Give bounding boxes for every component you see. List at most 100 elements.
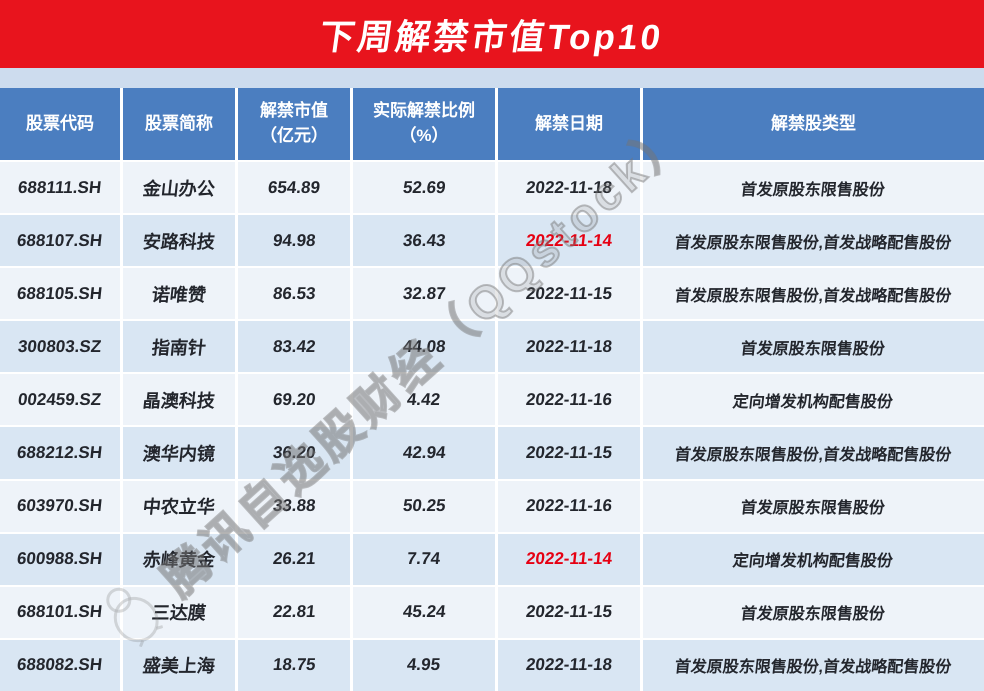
unlock-value-cell: 36.20 xyxy=(238,427,350,479)
unlock-value-cell-text: 69.20 xyxy=(271,389,317,409)
unlock-value-cell: 654.89 xyxy=(238,162,350,214)
table-row: 600988.SH 赤峰黄金 26.21 7.74 2022-11-14 定向增发机构配售… xyxy=(0,533,984,587)
unlock-date-cell: 2022-11-14 xyxy=(498,533,640,585)
header-unlock-value: 解禁市值 （亿元） xyxy=(238,88,350,160)
table-row: 300803.SZ 指南针 83.42 44.08 2022-11-18 首发原股东限售股… xyxy=(0,321,984,375)
unlock-value-cell: 86.53 xyxy=(238,268,350,320)
stock-name-cell: 赤峰黄金 xyxy=(123,533,235,585)
stock-code-cell-text: 688111.SH xyxy=(17,177,103,197)
unlock-date-cell: 2022-11-14 xyxy=(498,215,640,267)
unlock-value-cell: 18.75 xyxy=(238,639,350,691)
unlock-date-cell: 2022-11-15 xyxy=(498,427,640,479)
unlock-date-cell: 2022-11-16 xyxy=(498,374,640,426)
unlock-ratio-cell-text: 42.94 xyxy=(401,443,447,463)
unlock-value-cell: 83.42 xyxy=(238,321,350,373)
unlock-type-cell: 首发原股东限售股份 xyxy=(643,480,984,532)
stock-code-cell: 300803.SZ xyxy=(0,321,120,373)
unlock-value-cell-text: 18.75 xyxy=(271,655,317,675)
stock-name-cell-text: 金山办公 xyxy=(141,178,216,199)
title-bar: 下周解禁市值Top10 xyxy=(0,0,984,68)
unlock-type-cell: 首发原股东限售股份,首发战略配售股份 xyxy=(643,215,984,267)
stock-code-cell-text: 688101.SH xyxy=(16,602,104,622)
stock-name-cell: 指南针 xyxy=(123,321,235,373)
stock-name-cell-text: 安路科技 xyxy=(141,231,216,252)
stock-name-cell: 三达膜 xyxy=(123,586,235,638)
unlock-ratio-cell-text: 50.25 xyxy=(401,496,447,516)
unlock-date-cell: 2022-11-18 xyxy=(498,639,640,691)
unlock-ratio-cell-text: 32.87 xyxy=(401,283,447,303)
unlock-ratio-cell-text: 4.42 xyxy=(406,389,442,409)
unlock-value-cell-text: 83.42 xyxy=(271,336,317,356)
unlock-type-cell: 首发原股东限售股份,首发战略配售股份 xyxy=(643,268,984,320)
table-row: 603970.SH 中农立华 33.88 50.25 2022-11-16 首发原股东限售… xyxy=(0,480,984,534)
unlock-date-cell: 2022-11-18 xyxy=(498,162,640,214)
unlock-value-cell-text: 26.21 xyxy=(271,549,317,569)
unlock-date-cell-text: 2022-11-16 xyxy=(525,389,614,409)
unlock-type-cell-text: 定向增发机构配售股份 xyxy=(732,393,895,411)
stock-name-cell-text: 指南针 xyxy=(150,337,207,358)
unlock-date-cell-text: 2022-11-18 xyxy=(525,655,614,675)
stock-name-cell-text: 中农立华 xyxy=(141,497,216,518)
stock-code-cell-text: 688107.SH xyxy=(16,230,104,250)
table-row: 688111.SH 金山办公 654.89 52.69 2022-11-18 首发原股东限… xyxy=(0,162,984,216)
stock-code-cell: 688212.SH xyxy=(0,427,120,479)
table-row: 688082.SH 盛美上海 18.75 4.95 2022-11-18 首发原股东限售股… xyxy=(0,639,984,691)
stock-code-cell-text: 603970.SH xyxy=(16,496,104,516)
unlock-value-cell: 94.98 xyxy=(238,215,350,267)
unlock-ratio-cell: 42.94 xyxy=(353,427,495,479)
stock-code-cell: 600988.SH xyxy=(0,533,120,585)
unlock-date-cell-text: 2022-11-18 xyxy=(525,336,614,356)
unlock-ratio-cell: 7.74 xyxy=(353,533,495,585)
unlock-ratio-cell-text: 44.08 xyxy=(401,336,447,356)
table-header-row: 股票代码 股票简称 解禁市值 （亿元） 实际解禁比例 （%） 解禁日期 解禁股类… xyxy=(0,88,984,162)
header-unlock-date: 解禁日期 xyxy=(498,88,640,160)
unlock-value-cell: 69.20 xyxy=(238,374,350,426)
unlock-type-cell: 首发原股东限售股份 xyxy=(643,321,984,373)
unlock-value-cell-text: 36.20 xyxy=(271,443,317,463)
stock-code-cell-text: 688082.SH xyxy=(16,655,104,675)
stock-code-cell-text: 002459.SZ xyxy=(17,389,103,409)
stock-code-cell-text: 688105.SH xyxy=(16,283,104,303)
header-unlock-ratio: 实际解禁比例 （%） xyxy=(353,88,495,160)
unlock-type-cell: 定向增发机构配售股份 xyxy=(643,374,984,426)
unlock-ratio-cell: 32.87 xyxy=(353,268,495,320)
unlock-value-cell-text: 654.89 xyxy=(267,177,322,197)
stock-name-cell: 盛美上海 xyxy=(123,639,235,691)
unlock-date-cell-text: 2022-11-16 xyxy=(525,496,614,516)
stock-name-cell: 金山办公 xyxy=(123,162,235,214)
unlock-type-cell-text: 首发原股东限售股份,首发战略配售股份 xyxy=(674,659,953,677)
unlock-date-cell: 2022-11-16 xyxy=(498,480,640,532)
stock-name-cell: 晶澳科技 xyxy=(123,374,235,426)
unlock-ratio-cell: 52.69 xyxy=(353,162,495,214)
unlock-ratio-cell-text: 4.95 xyxy=(406,655,442,675)
table-row: 688212.SH 澳华内镜 36.20 42.94 2022-11-15 首发原股东限售… xyxy=(0,427,984,481)
unlock-type-cell: 首发原股东限售股份,首发战略配售股份 xyxy=(643,427,984,479)
unlock-date-cell: 2022-11-15 xyxy=(498,268,640,320)
stock-name-cell: 安路科技 xyxy=(123,215,235,267)
table-row: 002459.SZ 晶澳科技 69.20 4.42 2022-11-16 定向增发机构配售… xyxy=(0,374,984,428)
header-stock-code: 股票代码 xyxy=(0,88,120,160)
unlock-date-cell: 2022-11-15 xyxy=(498,586,640,638)
unlock-value-cell: 33.88 xyxy=(238,480,350,532)
stock-name-cell-text: 晶澳科技 xyxy=(141,390,216,411)
unlock-value-cell: 22.81 xyxy=(238,586,350,638)
header-unlock-type: 解禁股类型 xyxy=(643,88,984,160)
stock-name-cell: 澳华内镜 xyxy=(123,427,235,479)
unlock-value-cell-text: 33.88 xyxy=(271,496,317,516)
unlock-value-cell-text: 86.53 xyxy=(271,283,317,303)
unlock-date-cell-text: 2022-11-18 xyxy=(525,177,614,197)
unlock-type-cell-text: 首发原股东限售股份,首发战略配售股份 xyxy=(674,447,953,465)
table-body: 688111.SH 金山办公 654.89 52.69 2022-11-18 首发原股东限… xyxy=(0,162,984,691)
unlock-date-cell-text: 2022-11-14 xyxy=(525,230,614,250)
stock-code-cell: 603970.SH xyxy=(0,480,120,532)
unlock-date-cell-text: 2022-11-15 xyxy=(525,283,614,303)
page-title: 下周解禁市值Top10 xyxy=(317,17,667,57)
unlock-type-cell: 定向增发机构配售股份 xyxy=(643,533,984,585)
unlock-value-cell-text: 22.81 xyxy=(271,602,317,622)
stock-name-cell: 中农立华 xyxy=(123,480,235,532)
unlock-ratio-cell-text: 36.43 xyxy=(401,230,447,250)
unlock-value-cell: 26.21 xyxy=(238,533,350,585)
stock-name-cell-text: 三达膜 xyxy=(150,603,207,624)
unlock-ratio-cell: 44.08 xyxy=(353,321,495,373)
